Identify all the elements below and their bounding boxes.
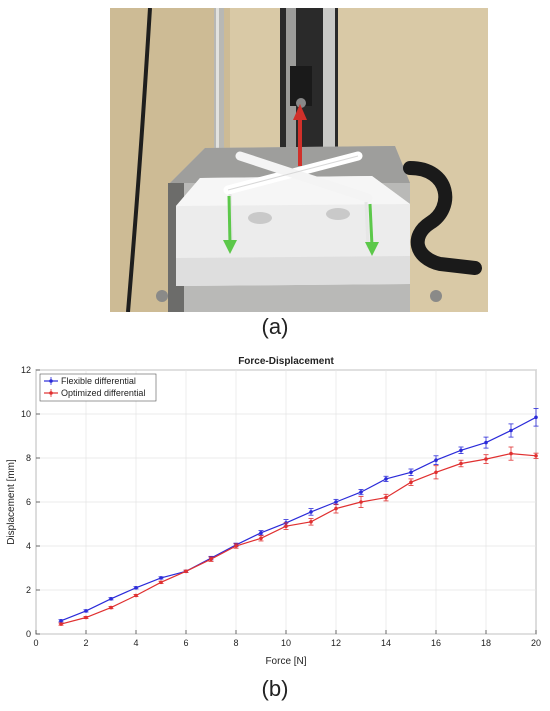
x-tick-label: 20: [531, 638, 541, 648]
force-displacement-chart: 0 2 4 6 8 10 12 14 16 18 20 0 2 4 6 8 10 12 Force-Displac…: [6, 356, 541, 667]
data-point: [184, 569, 188, 574]
series-layer: [58, 408, 539, 626]
chart-title: Force-Displacement: [238, 356, 334, 367]
data-point: [234, 544, 238, 548]
y-tick-label: 6: [26, 497, 31, 507]
panel-label-a: (a): [261, 314, 289, 339]
data-point: [59, 619, 63, 623]
y-axis-label: Displacement [mm]: [6, 459, 17, 545]
y-tick-label: 10: [21, 409, 31, 419]
x-tick-label: 6: [183, 638, 188, 648]
y-tick-label: 2: [26, 585, 31, 595]
data-point: [359, 490, 363, 494]
data-point: [509, 451, 513, 456]
data-point: [359, 500, 363, 504]
data-point: [309, 520, 313, 524]
data-point: [409, 470, 413, 475]
data-point: [134, 586, 138, 590]
data-point: [384, 495, 388, 500]
data-point: [84, 615, 88, 620]
legend-label: Flexible differential: [61, 376, 136, 386]
data-point: [84, 609, 88, 613]
data-point: [484, 440, 488, 445]
y-tick-label: 0: [26, 629, 31, 639]
data-point: [484, 457, 488, 461]
series-line: [60, 416, 537, 622]
data-point: [259, 536, 263, 541]
data-point: [259, 531, 263, 535]
data-point: [509, 428, 513, 433]
x-tick-label: 2: [83, 638, 88, 648]
legend-label: Optimized differential: [61, 388, 145, 398]
x-tick-label: 8: [233, 638, 238, 648]
series-1: [58, 408, 539, 623]
x-tick-label: 12: [331, 638, 341, 648]
data-point: [109, 597, 113, 601]
legend: Flexible differential Optimized different…: [39, 373, 157, 402]
data-point: [409, 480, 413, 484]
data-point: [159, 576, 163, 580]
data-point: [159, 580, 163, 585]
data-point: [309, 510, 313, 514]
x-axis-label: Force [N]: [265, 656, 306, 667]
legend-swatch-marker: [49, 391, 53, 395]
series-line: [60, 452, 537, 625]
data-point: [334, 500, 338, 504]
data-point: [384, 477, 388, 481]
y-tick-label: 12: [21, 365, 31, 375]
x-tick-label: 10: [281, 638, 291, 648]
data-point: [459, 461, 463, 466]
data-point: [434, 470, 438, 475]
axis-ticks: 0 2 4 6 8 10 12 14 16 18 20 0 2 4 6 8 10 12: [21, 365, 541, 648]
series-2: [58, 446, 539, 626]
data-point: [209, 557, 213, 561]
data-point: [134, 593, 138, 598]
y-tick-label: 8: [26, 453, 31, 463]
x-tick-label: 4: [133, 638, 138, 648]
legend-box: [39, 373, 157, 402]
data-point: [459, 448, 463, 453]
x-tick-label: 18: [481, 638, 491, 648]
data-point: [284, 524, 288, 528]
y-tick-label: 4: [26, 541, 31, 551]
data-point: [334, 506, 338, 511]
data-point: [534, 415, 538, 420]
data-point: [109, 605, 113, 610]
x-tick-label: 14: [381, 638, 391, 648]
x-tick-label: 16: [431, 638, 441, 648]
x-tick-label: 0: [33, 638, 38, 648]
data-point: [534, 454, 538, 458]
data-point: [434, 458, 438, 462]
test-rig-photo: [110, 8, 488, 312]
data-point: [59, 622, 63, 626]
legend-swatch-marker: [49, 379, 53, 383]
panel-label-b: (b): [261, 676, 289, 701]
